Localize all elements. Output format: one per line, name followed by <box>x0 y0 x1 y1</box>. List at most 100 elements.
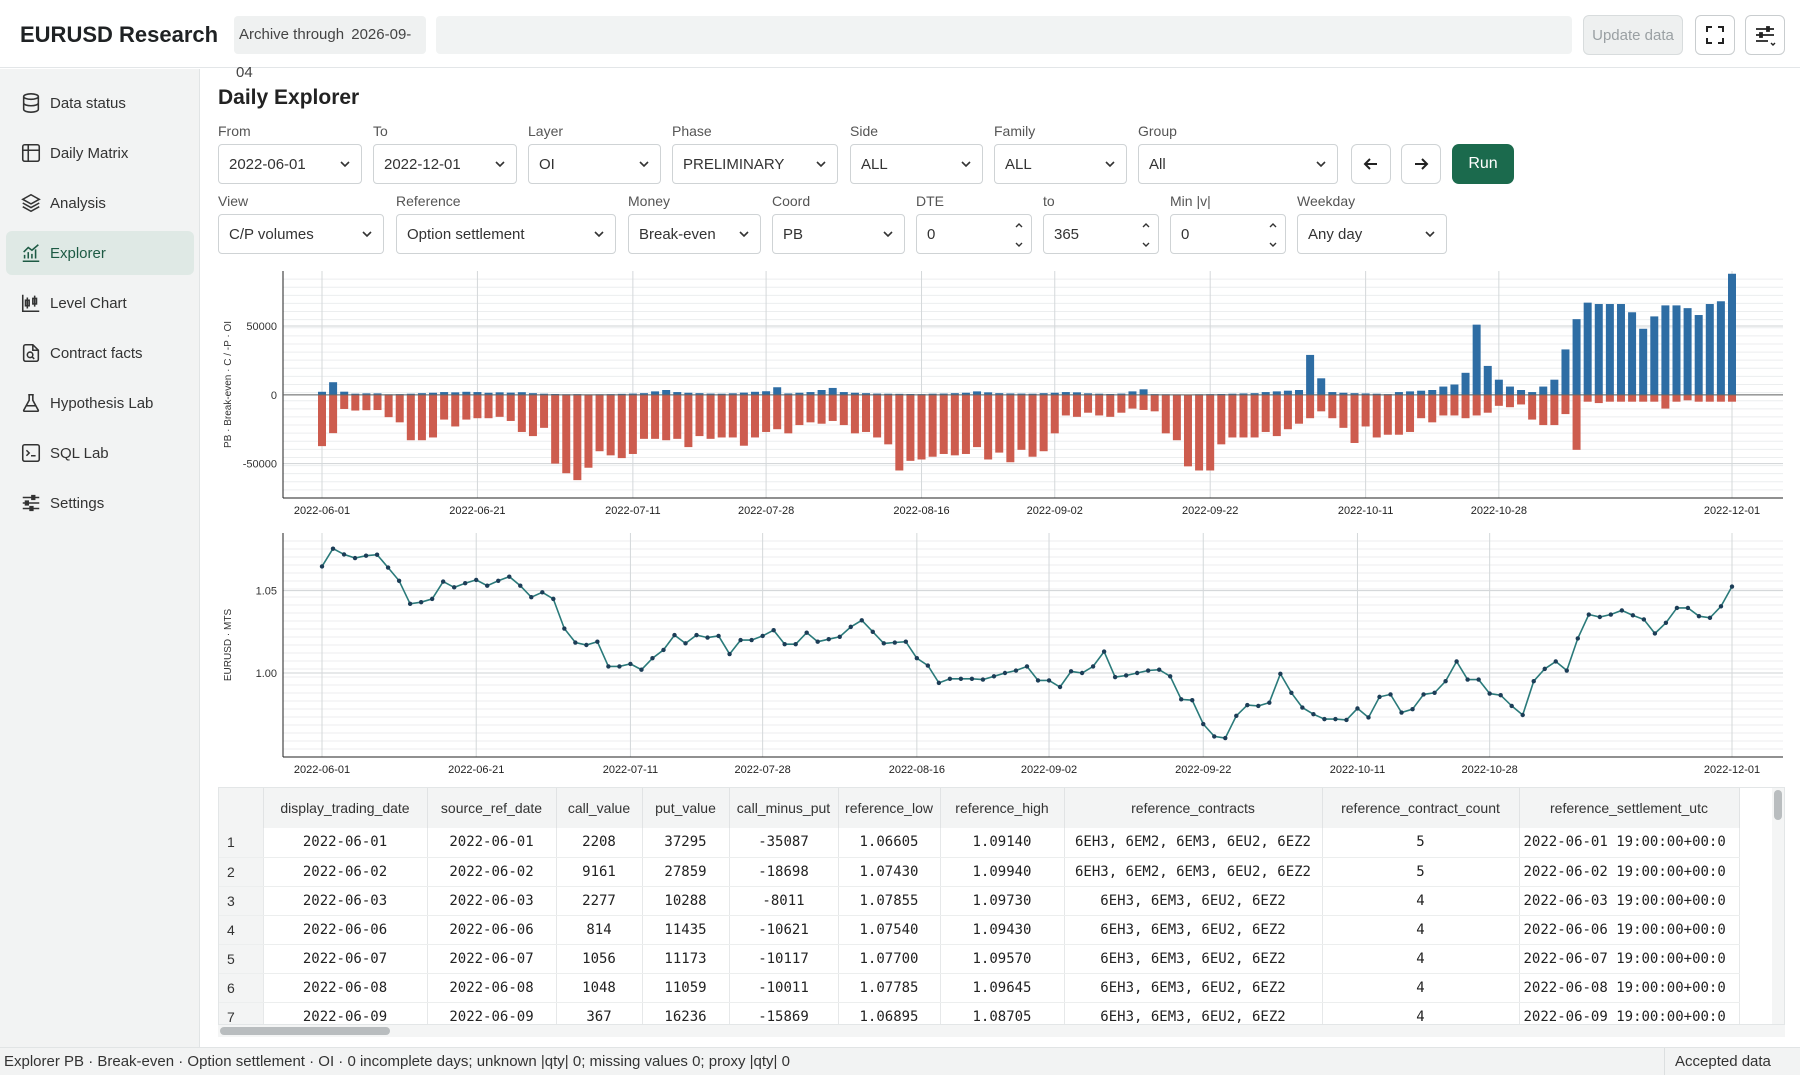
table-cell[interactable]: 2208 <box>556 828 643 858</box>
table-cell[interactable]: 11173 <box>642 944 730 974</box>
stepper-arrows-icon[interactable] <box>1140 219 1152 251</box>
settings-menu-button[interactable] <box>1745 15 1785 55</box>
table-cell[interactable]: 2022-06-02 <box>263 857 428 887</box>
table-cell[interactable]: 2022-06-02 <box>427 857 557 887</box>
column-header[interactable]: reference_contract_count <box>1322 788 1520 828</box>
table-cell[interactable]: 10288 <box>642 886 730 916</box>
top-search-field[interactable] <box>436 16 1572 54</box>
table-cell[interactable]: 1048 <box>556 973 643 1003</box>
column-header[interactable]: reference_low <box>838 788 941 828</box>
previous-range-button[interactable] <box>1351 144 1391 184</box>
table-cell[interactable]: 1.07700 <box>838 944 941 974</box>
table-cell[interactable]: 1.07540 <box>838 915 941 945</box>
table-cell[interactable]: -18698 <box>729 857 839 887</box>
table-cell[interactable]: 6EH3, 6EM3, 6EU2, 6EZ2 <box>1064 886 1323 916</box>
table-cell[interactable]: 2022-06-09 19:00:00+00:0 <box>1519 1002 1740 1024</box>
column-header[interactable]: call_minus_put <box>729 788 839 828</box>
table-cell[interactable]: 1.07430 <box>838 857 941 887</box>
table-vertical-scrollbar[interactable] <box>1772 788 1784 1024</box>
table-cell[interactable]: 5 <box>1322 857 1520 887</box>
table-cell[interactable]: 1.09940 <box>940 857 1065 887</box>
table-cell[interactable]: 1056 <box>556 944 643 974</box>
table-cell[interactable]: 2022-06-01 <box>263 828 428 858</box>
scrollbar-thumb[interactable] <box>1774 790 1782 820</box>
table-cell[interactable]: 11435 <box>642 915 730 945</box>
next-range-button[interactable] <box>1401 144 1441 184</box>
table-row[interactable]: 6 2022-06-08 2022-06-08 1048 11059 -10011 1.07… <box>219 973 1740 1003</box>
side-select[interactable]: ALL <box>850 144 983 184</box>
table-cell[interactable]: 1.09730 <box>940 886 1065 916</box>
table-cell[interactable]: 6EH3, 6EM3, 6EU2, 6EZ2 <box>1064 915 1323 945</box>
sidebar-item-contract-facts[interactable]: Contract facts <box>6 331 194 375</box>
table-row[interactable]: 4 2022-06-06 2022-06-06 814 11435 -10621 1.075… <box>219 915 1740 945</box>
table-cell[interactable]: 2022-06-08 <box>263 973 428 1003</box>
table-cell[interactable]: 16236 <box>642 1002 730 1024</box>
table-cell[interactable]: 1.06605 <box>838 828 941 858</box>
table-cell[interactable]: -10117 <box>729 944 839 974</box>
table-cell[interactable]: 2022-06-09 <box>263 1002 428 1024</box>
sidebar-item-level-chart[interactable]: Level Chart <box>6 281 194 325</box>
stepper-arrows-icon[interactable] <box>1267 219 1279 251</box>
table-cell[interactable]: 1.09645 <box>940 973 1065 1003</box>
table-cell[interactable]: 4 <box>1322 915 1520 945</box>
family-select[interactable]: ALL <box>994 144 1127 184</box>
scrollbar-thumb[interactable] <box>220 1027 390 1035</box>
table-row[interactable]: 2 2022-06-02 2022-06-02 9161 27859 -18698 1.07… <box>219 857 1740 887</box>
table-cell[interactable]: 2022-06-01 19:00:00+00:0 <box>1519 828 1740 858</box>
table-cell[interactable]: 4 <box>1322 973 1520 1003</box>
table-cell[interactable]: 367 <box>556 1002 643 1024</box>
table-cell[interactable]: -10011 <box>729 973 839 1003</box>
table-cell[interactable]: -15869 <box>729 1002 839 1024</box>
table-cell[interactable]: -35087 <box>729 828 839 858</box>
table-cell[interactable]: 2022-06-07 <box>427 944 557 974</box>
column-header[interactable]: source_ref_date <box>427 788 557 828</box>
min-v-stepper[interactable]: 0 <box>1170 214 1286 254</box>
money-select[interactable]: Break-even <box>628 214 761 254</box>
view-select[interactable]: C/P volumes <box>218 214 384 254</box>
table-cell[interactable]: 4 <box>1322 1002 1520 1024</box>
fullscreen-button[interactable] <box>1695 15 1735 55</box>
dte-max-stepper[interactable]: 365 <box>1043 214 1159 254</box>
weekday-select[interactable]: Any day <box>1297 214 1447 254</box>
table-cell[interactable]: 4 <box>1322 944 1520 974</box>
table-cell[interactable]: 11059 <box>642 973 730 1003</box>
table-cell[interactable]: 2022-06-03 <box>263 886 428 916</box>
dte-min-stepper[interactable]: 0 <box>916 214 1032 254</box>
phase-select[interactable]: PRELIMINARY <box>672 144 838 184</box>
table-cell[interactable]: 2022-06-09 <box>427 1002 557 1024</box>
table-horizontal-scrollbar[interactable] <box>218 1025 1785 1037</box>
table-cell[interactable]: 814 <box>556 915 643 945</box>
table-cell[interactable]: 2022-06-03 <box>427 886 557 916</box>
table-cell[interactable]: 1.07855 <box>838 886 941 916</box>
layer-select[interactable]: OI <box>528 144 661 184</box>
column-header[interactable]: reference_settlement_utc <box>1519 788 1740 828</box>
column-header[interactable]: call_value <box>556 788 643 828</box>
column-header[interactable]: put_value <box>642 788 730 828</box>
update-data-button[interactable]: Update data <box>1583 15 1683 55</box>
table-cell[interactable]: 1.09140 <box>940 828 1065 858</box>
table-cell[interactable]: 2022-06-03 19:00:00+00:0 <box>1519 886 1740 916</box>
table-cell[interactable]: 2022-06-06 <box>263 915 428 945</box>
table-cell[interactable]: 2022-06-06 <box>427 915 557 945</box>
column-header[interactable]: reference_high <box>940 788 1065 828</box>
volume-bar-chart[interactable]: 50000 0 -50000 2022-06-01 2022-06-21 2022-07-… <box>218 267 1785 525</box>
table-row[interactable]: 5 2022-06-07 2022-06-07 1056 11173 -10117 1.07… <box>219 944 1740 974</box>
table-cell[interactable]: 1.09430 <box>940 915 1065 945</box>
sidebar-item-daily-matrix[interactable]: Daily Matrix <box>6 131 194 175</box>
table-cell[interactable]: 1.09570 <box>940 944 1065 974</box>
from-date-select[interactable]: 2022-06-01 <box>218 144 362 184</box>
sidebar-item-analysis[interactable]: Analysis <box>6 181 194 225</box>
stepper-arrows-icon[interactable] <box>1013 219 1025 251</box>
table-cell[interactable]: 5 <box>1322 828 1520 858</box>
table-cell[interactable]: 27859 <box>642 857 730 887</box>
table-cell[interactable]: 4 <box>1322 886 1520 916</box>
table-row[interactable]: 3 2022-06-03 2022-06-03 2277 10288 -8011 1.078… <box>219 886 1740 916</box>
coord-select[interactable]: PB <box>772 214 905 254</box>
table-cell[interactable]: 1.07785 <box>838 973 941 1003</box>
table-cell[interactable]: 2022-06-08 19:00:00+00:0 <box>1519 973 1740 1003</box>
table-row[interactable]: 1 2022-06-01 2022-06-01 2208 37295 -35087 1.06… <box>219 828 1740 858</box>
data-table[interactable]: display_trading_date source_ref_date cal… <box>218 787 1785 1025</box>
table-cell[interactable]: 1.06895 <box>838 1002 941 1024</box>
table-cell[interactable]: 6EH3, 6EM3, 6EU2, 6EZ2 <box>1064 1002 1323 1024</box>
column-header[interactable]: reference_contracts <box>1064 788 1323 828</box>
